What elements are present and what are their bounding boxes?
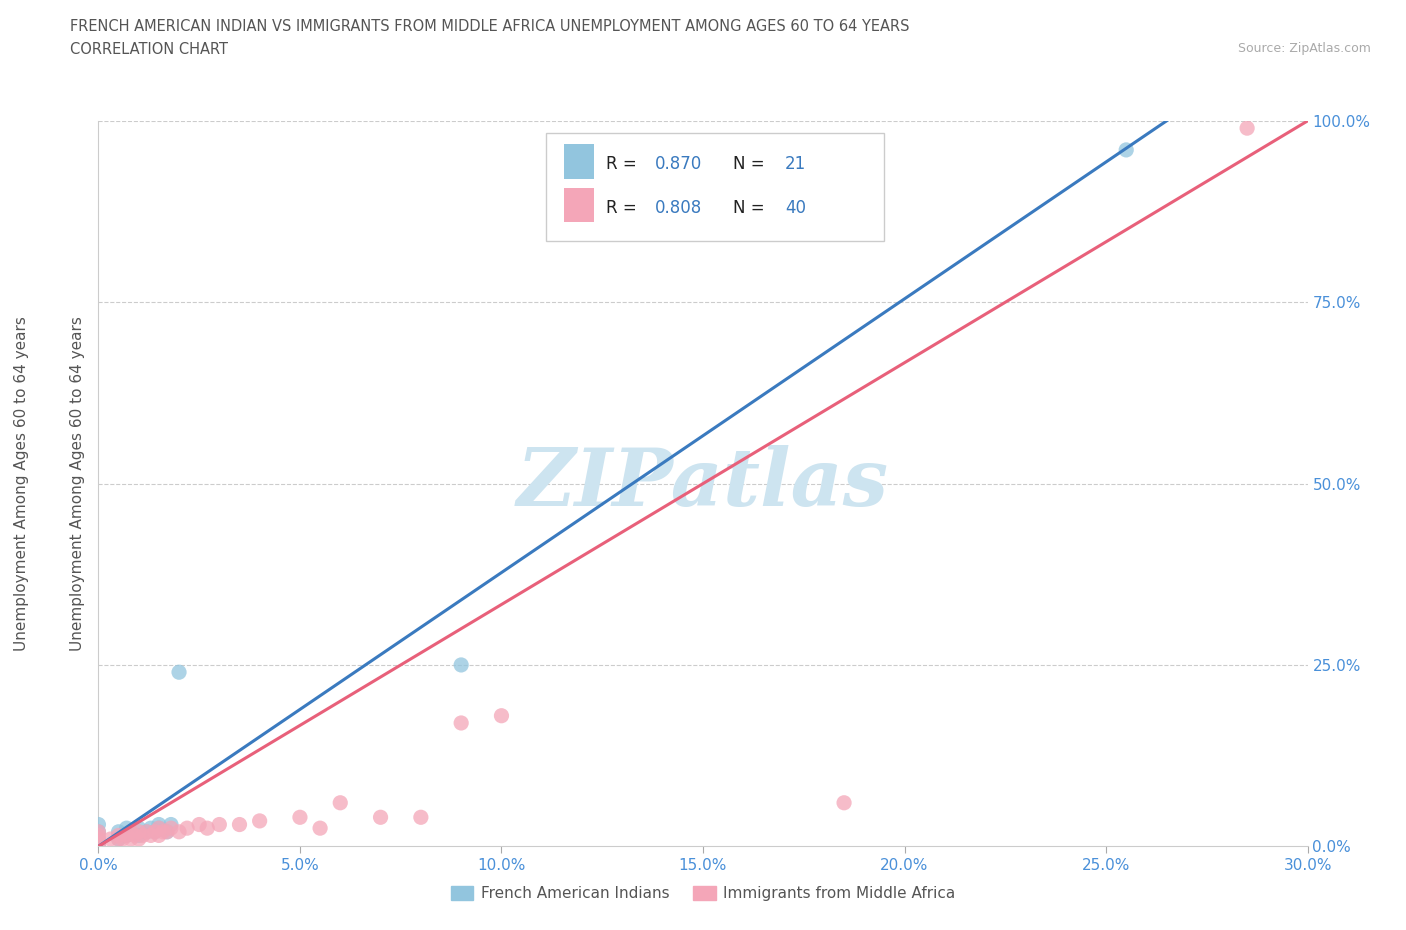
Point [115,828,138,843]
Point [152,824,174,839]
Point [111,831,134,846]
Point [128,831,150,846]
Point [1115,142,1137,157]
Point [87,835,110,850]
Text: ZIPatlas: ZIPatlas [517,445,889,523]
Point [139,821,162,836]
Point [120,824,142,839]
Text: CORRELATION CHART: CORRELATION CHART [70,42,228,57]
Text: R =: R = [606,199,643,217]
Point [135,824,157,839]
Text: 21: 21 [785,155,807,173]
Point [124,828,146,843]
Point [143,824,166,839]
Point [139,828,162,843]
Point [120,824,142,839]
Text: N =: N = [734,199,770,217]
Point [228,817,250,832]
Point [132,828,155,843]
Point [148,821,170,836]
Point [176,821,198,836]
Point [450,658,472,672]
Y-axis label: Unemployment Among Ages 60 to 64 years: Unemployment Among Ages 60 to 64 years [69,316,84,651]
Point [309,821,332,836]
Point [195,821,218,836]
Point [87,828,110,843]
Point [409,810,432,825]
Point [143,824,166,839]
Point [107,828,129,843]
Point [128,824,150,839]
Point [491,709,513,724]
Point [370,810,392,825]
Point [135,824,157,839]
Text: R =: R = [606,155,643,173]
Point [160,821,183,836]
Point [148,817,170,832]
Point [87,817,110,832]
Legend: French American Indians, Immigrants from Middle Africa: French American Indians, Immigrants from… [444,881,962,908]
Point [208,817,231,832]
Point [188,817,211,832]
Text: FRENCH AMERICAN INDIAN VS IMMIGRANTS FROM MIDDLE AFRICA UNEMPLOYMENT AMONG AGES : FRENCH AMERICAN INDIAN VS IMMIGRANTS FRO… [70,19,910,33]
Point [167,665,190,680]
Point [450,715,472,730]
Point [107,824,129,839]
Text: Source: ZipAtlas.com: Source: ZipAtlas.com [1237,42,1371,55]
Text: N =: N = [734,155,770,173]
Point [160,817,183,832]
Point [115,828,138,843]
Point [156,824,179,839]
Point [107,831,129,846]
Text: Unemployment Among Ages 60 to 64 years: Unemployment Among Ages 60 to 64 years [14,316,28,651]
Point [288,810,311,825]
Point [832,795,855,810]
Text: 0.808: 0.808 [655,199,702,217]
Point [87,839,110,854]
Point [100,831,122,846]
Point [249,814,271,829]
Text: 0.870: 0.870 [655,155,702,173]
Point [1236,121,1258,136]
FancyBboxPatch shape [564,144,595,179]
Point [107,831,129,846]
Point [115,821,138,836]
Point [87,831,110,846]
Point [87,839,110,854]
Point [120,831,142,846]
FancyBboxPatch shape [546,133,884,241]
Point [167,824,190,839]
Point [148,821,170,836]
Text: 40: 40 [785,199,806,217]
Point [128,828,150,843]
Point [148,828,170,843]
Point [156,824,179,839]
Point [329,795,352,810]
Point [87,831,110,846]
Point [128,821,150,836]
FancyBboxPatch shape [564,188,595,222]
Point [87,824,110,839]
Point [87,824,110,839]
